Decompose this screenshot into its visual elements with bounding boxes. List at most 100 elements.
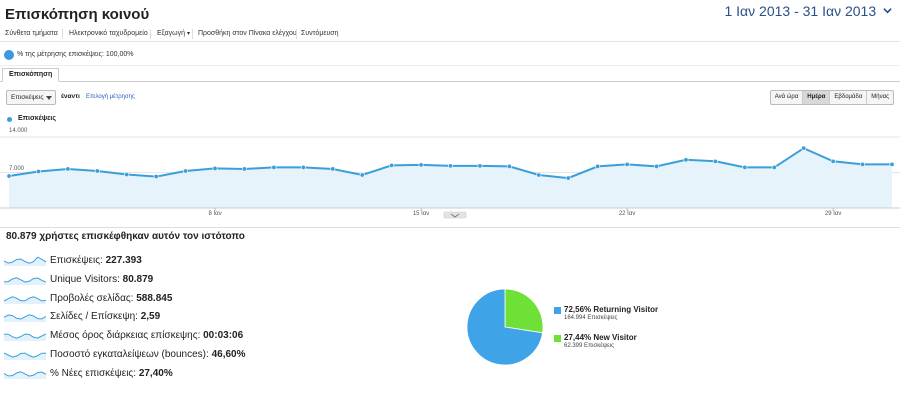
sparkline[interactable] (4, 367, 46, 379)
metric-text: Ποσοστό εγκαταλείψεων (bounces): 46,60% (50, 349, 246, 360)
toolbar-divider (192, 29, 193, 39)
date-range-picker[interactable]: 1 Ιαν 2013 - 31 Ιαν 2013 (724, 3, 892, 19)
metric-label: Ποσοστό εγκαταλείψεων (bounces): (50, 349, 209, 360)
data-point (241, 166, 247, 172)
page-header: Επισκόπηση κοινού 1 Ιαν 2013 - 31 Ιαν 20… (0, 0, 900, 26)
summary-divider (0, 227, 900, 247)
sparkline[interactable] (4, 254, 46, 266)
toolbar-divider (150, 29, 151, 39)
advanced-segments-button[interactable]: Σύνθετα τμήματα (5, 30, 58, 37)
pick-metric-link[interactable]: Επιλογή μέτρησης (86, 94, 135, 100)
add-to-dashboard-button[interactable]: Προσθήκη στον Πίνακα ελέγχου (198, 30, 297, 37)
data-point (654, 163, 660, 169)
metric-text: % Νέες επισκέψεις: 27,40% (50, 368, 173, 379)
metric-value: 46,60% (211, 349, 246, 360)
data-point (389, 162, 395, 168)
chart-resize-handle (443, 211, 467, 219)
data-point (595, 163, 601, 169)
metric-label: Προβολές σελίδας: (50, 292, 134, 304)
metric-row: Προβολές σελίδας: 588.845 (4, 290, 424, 308)
metric-value: 00:03:06 (203, 330, 244, 342)
sparkline[interactable] (4, 348, 46, 360)
metric-value: 80.879 (122, 273, 154, 285)
sparkline[interactable] (4, 273, 46, 285)
pie-legend-sub: 62.399 Επισκέψεις (564, 343, 615, 349)
data-point (271, 164, 277, 170)
email-button[interactable]: Ηλεκτρονικό ταχυδρομείο (69, 30, 148, 37)
granularity-week-button[interactable]: Εβδομάδα (829, 91, 866, 104)
pie-slice-returning[interactable] (466, 288, 544, 366)
caret-down-icon: ▾ (186, 31, 190, 37)
shortcut-button[interactable]: Συντόμευση (301, 30, 339, 37)
data-point (536, 172, 542, 178)
data-point (94, 168, 100, 174)
x-tick-label: 29 Ιαν (825, 211, 841, 217)
report-toolbar: Σύνθετα τμήματα Ηλεκτρονικό ταχυδρομείο … (0, 26, 900, 42)
data-point (153, 174, 159, 180)
date-range-text: 1 Ιαν 2013 - 31 Ιαν 2013 (724, 3, 877, 19)
export-label: Εξαγωγή (157, 30, 186, 37)
metric-value: 27,40% (138, 367, 173, 379)
legend-swatch (554, 307, 561, 314)
metric-label: Μέσος όρος διάρκειας επίσκεψης: (50, 330, 201, 342)
vs-label: έναντι (61, 93, 80, 100)
metric-row: Ποσοστό εγκαταλείψεων (bounces): 46,60% (4, 346, 424, 364)
summary-title: 80.879 χρήστες επισκέφθηκαν αυτόν τον ισ… (6, 231, 245, 242)
data-point (65, 166, 71, 172)
tab-bar: Επισκόπηση (0, 67, 900, 82)
metric-row: Unique Visitors: 80.879 (4, 271, 424, 289)
y-tick-label: 7.000 (9, 166, 25, 172)
x-tick-label: 15 Ιαν (413, 211, 429, 217)
pie-slice-new[interactable] (504, 288, 544, 334)
data-point (477, 163, 483, 169)
legend-label: Επισκέψεις (18, 115, 57, 122)
export-button[interactable]: Εξαγωγή ▾ (157, 30, 190, 37)
granularity-month-button[interactable]: Μήνας (866, 91, 893, 104)
data-point (300, 164, 306, 170)
data-point (801, 145, 807, 151)
data-point (418, 162, 424, 168)
metric-select-value: Επισκέψεις (11, 94, 44, 101)
pie-legend-sub: 164.994 Επισκέψεις (564, 315, 618, 321)
metric-value: 227.393 (105, 255, 142, 266)
sparkline[interactable] (4, 329, 46, 342)
chevron-down-icon (883, 8, 892, 14)
metric-select[interactable]: Επισκέψεις (6, 90, 56, 105)
metric-text: Επισκέψεις: 227.393 (50, 255, 142, 266)
tab-overview[interactable]: Επισκόπηση (2, 68, 60, 82)
x-tick-label: 22 Ιαν (619, 211, 635, 217)
data-point (565, 175, 571, 181)
data-point (889, 161, 895, 167)
pie-legend-label: 72,56% Returning Visitor (564, 305, 659, 314)
data-point (771, 164, 777, 170)
chart-plot: 8 Ιαν 15 Ιαν 22 Ιαν 29 Ιαν (0, 136, 900, 219)
data-point (359, 172, 365, 178)
data-point (212, 165, 218, 171)
pie-legend-label: 27,44% New Visitor (564, 333, 637, 342)
visitor-type-pie (466, 288, 544, 366)
data-point (830, 158, 836, 164)
granularity-hourly-button[interactable]: Ανά ώρα (774, 94, 799, 100)
chart-controls: Επισκέψεις έναντι Επιλογή μέτρησης Ανά ώ… (0, 88, 900, 110)
metric-label: Unique Visitors: (50, 273, 120, 285)
metric-text: Σελίδες / Επίσκεψη: 2,59 (50, 311, 160, 322)
data-point (447, 163, 453, 169)
metric-text: Μέσος όρος διάρκειας επίσκεψης: 00:03:06 (50, 330, 243, 341)
granularity-day-button[interactable]: Ημέρα (802, 91, 830, 104)
toolbar-divider (62, 29, 63, 39)
sparkline[interactable] (4, 310, 46, 323)
data-point (35, 168, 41, 174)
toolbar-divider (296, 29, 297, 39)
metric-value: 588.845 (136, 292, 173, 304)
metric-row: Σελίδες / Επίσκεψη: 2,59 (4, 308, 424, 326)
caret-down-icon (46, 96, 52, 100)
data-point (624, 161, 630, 167)
data-point (506, 163, 512, 169)
data-point (742, 164, 748, 170)
segment-label: % της μέτρησης επισκέψεις: 100,00% (17, 51, 134, 58)
data-point (712, 158, 718, 164)
sparkline[interactable] (4, 292, 46, 304)
data-point (860, 161, 866, 167)
legend-swatch (554, 335, 561, 342)
data-point (330, 166, 336, 172)
